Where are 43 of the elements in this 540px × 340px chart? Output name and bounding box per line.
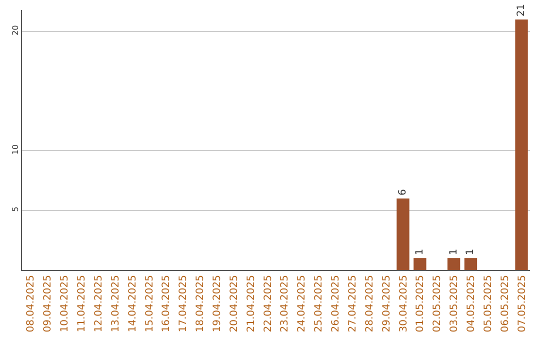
data-label: 1 xyxy=(465,248,476,256)
x-tick-label: 06.05.2025 xyxy=(500,275,511,332)
x-tick-label: 02.05.2025 xyxy=(432,275,444,332)
x-tick-label: 20.04.2025 xyxy=(228,275,240,332)
x-tick-label: 12.04.2025 xyxy=(93,275,104,332)
x-tick-label: 16.04.2025 xyxy=(161,275,172,332)
bar xyxy=(464,258,478,270)
x-tick-label: 18.04.2025 xyxy=(195,275,206,332)
x-tick-label: 19.04.2025 xyxy=(212,275,223,332)
x-tick-label: 01.05.2025 xyxy=(415,275,426,332)
y-tick-label: 10 xyxy=(10,144,20,155)
x-tick-label: 24.04.2025 xyxy=(296,275,308,332)
x-tick-label: 25.04.2025 xyxy=(314,275,325,332)
x-tick-label: 30.04.2025 xyxy=(398,275,410,332)
x-tick-label: 13.04.2025 xyxy=(110,275,122,332)
data-label: 1 xyxy=(448,248,460,256)
x-tick-label: 28.04.2025 xyxy=(364,275,376,332)
bar xyxy=(414,258,426,270)
data-label: 6 xyxy=(398,189,408,196)
data-label: 21 xyxy=(516,4,528,17)
x-tick-label: 26.04.2025 xyxy=(330,275,342,332)
y-tick-label: 5 xyxy=(10,206,20,212)
x-tick-label: 09.04.2025 xyxy=(42,275,54,332)
bar xyxy=(515,20,528,270)
x-tick-label: 05.05.2025 xyxy=(482,275,494,332)
x-tick-label: 17.04.2025 xyxy=(178,275,190,332)
x-tick-label: 23.04.2025 xyxy=(280,275,291,332)
x-tick-label: 22.04.2025 xyxy=(262,275,274,332)
x-tick-label: 29.04.2025 xyxy=(381,275,392,332)
bar xyxy=(396,198,410,270)
x-tick-label: 10.04.2025 xyxy=(60,275,71,332)
x-tick-label: 04.05.2025 xyxy=(466,275,477,332)
x-tick-label: 21.04.2025 xyxy=(246,275,257,332)
x-tick-label: 11.04.2025 xyxy=(76,275,88,332)
x-tick-label: 14.04.2025 xyxy=(127,275,138,332)
x-tick-label: 07.05.2025 xyxy=(516,275,528,332)
x-tick-label: 15.04.2025 xyxy=(144,275,156,332)
y-tick-label: 20 xyxy=(10,25,20,36)
bar xyxy=(447,258,460,270)
x-tick-label: 03.05.2025 xyxy=(449,275,460,332)
x-tick-label: 08.04.2025 xyxy=(26,275,37,332)
data-label: 1 xyxy=(414,248,426,256)
x-tick-label: 27.04.2025 xyxy=(347,275,358,332)
